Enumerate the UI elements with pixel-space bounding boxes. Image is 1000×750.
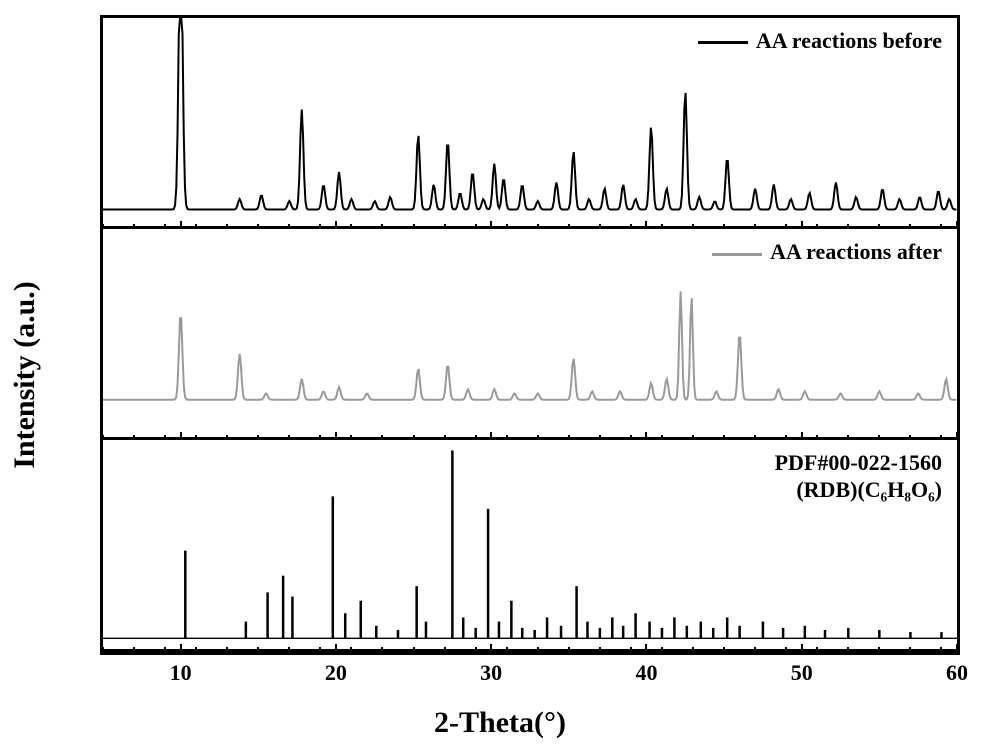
legend-before: AA reactions before: [698, 28, 942, 54]
legend-line-before: [698, 41, 748, 44]
legend-text-after: AA reactions after: [770, 239, 942, 264]
x-tick-label: 30: [480, 660, 502, 686]
panel-after: AA reactions after: [103, 229, 957, 440]
x-tick-label: 10: [170, 660, 192, 686]
chart-area: AA reactions before AA reactions after P…: [100, 15, 960, 655]
x-tick-label: 40: [635, 660, 657, 686]
x-tick-label: 20: [325, 660, 347, 686]
legend-after: AA reactions after: [712, 239, 942, 265]
legend-reference: PDF#00-022-1560 (RDB)(C₆H₈O₆): [775, 450, 942, 503]
x-tick-label: 60: [946, 660, 968, 686]
legend-ref-line1: PDF#00-022-1560: [775, 450, 942, 476]
legend-ref-line2: (RDB)(C₆H₈O₆): [775, 477, 942, 503]
panel-before: AA reactions before: [103, 18, 957, 229]
legend-line-after: [712, 253, 762, 256]
x-tick-label: 50: [791, 660, 813, 686]
x-axis-label: 2-Theta(°): [434, 706, 566, 740]
panel-reference: PDF#00-022-1560 (RDB)(C₆H₈O₆): [103, 440, 957, 652]
legend-text-before: AA reactions before: [756, 28, 942, 53]
y-axis-label: Intensity (a.u.): [8, 281, 42, 469]
